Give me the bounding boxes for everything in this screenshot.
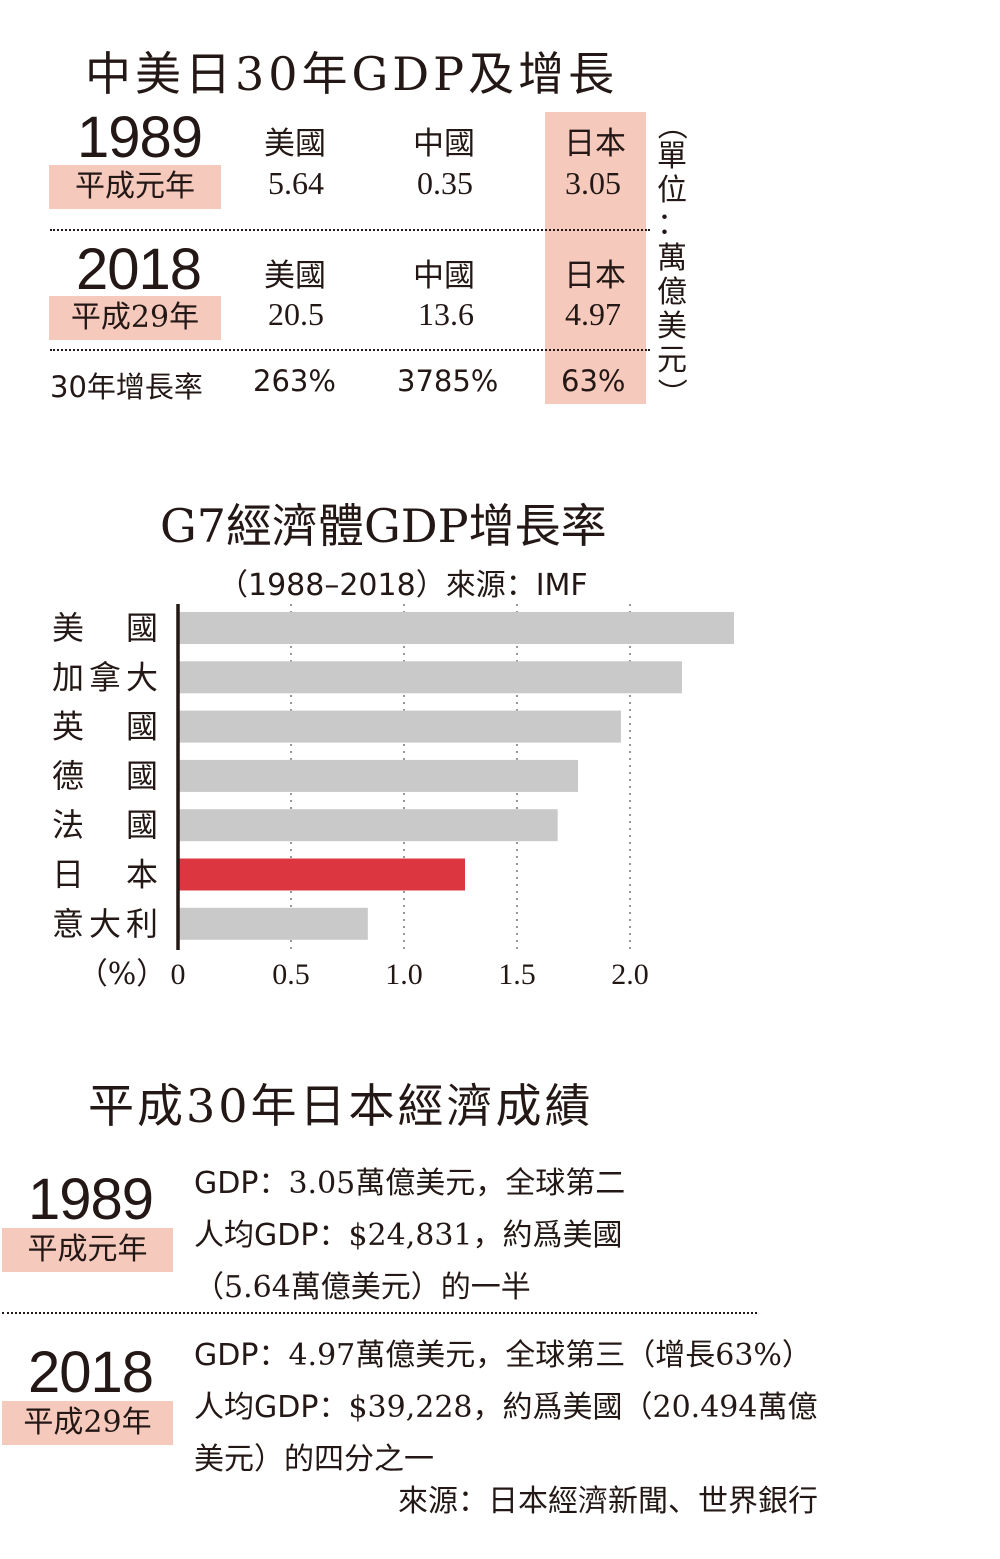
entry-label: 人均GDP： (194, 1390, 349, 1425)
chart-subtitle: （1988–2018）來源：IMF (218, 568, 588, 603)
category-label: 德 國 (52, 757, 158, 795)
entry-line: 人均GDP：$39,228，約爲美國（20.494萬億 (194, 1382, 817, 1426)
entry-text: 美元）的四分之一 (194, 1442, 434, 1477)
category-label: 法 國 (52, 806, 158, 844)
bar-4 (178, 809, 558, 842)
value-us-1989: 5.64 (268, 165, 324, 201)
country-china: 中國 (413, 258, 475, 294)
unit-char: 位 (657, 173, 687, 208)
entry-text: $24,831，約爲美國 (348, 1218, 623, 1253)
unit-char: 萬 (657, 241, 687, 276)
divider (50, 349, 650, 351)
entry-line: GDP：4.97萬億美元，全球第三（增長63%） (194, 1330, 812, 1374)
bar-2 (178, 710, 621, 743)
category-label: 日 本 (52, 856, 158, 894)
bar-3 (178, 759, 579, 792)
x-tick-label: 1.0 (385, 958, 423, 991)
category-label: 加拿大 (52, 658, 158, 696)
x-axis-label: （%） (78, 957, 167, 992)
unit-char: 美 (657, 309, 687, 344)
unit-label: （ 單 位 ： 萬 億 美 元 ） (652, 110, 692, 408)
section1-title: 中美日30年GDP及增長 (85, 47, 619, 101)
value-china-1989: 0.35 (417, 165, 473, 201)
value-china-2018: 13.6 (418, 296, 474, 332)
unit-char: 單 (657, 139, 687, 174)
entry-line: 人均GDP：$24,831，約爲美國 (194, 1210, 623, 1254)
unit-char: ） (653, 378, 688, 408)
x-tick-label: 0.5 (272, 958, 310, 991)
entry-label: GDP： (194, 1338, 289, 1373)
unit-char: （ (653, 110, 688, 140)
x-tick-label: 1.5 (498, 958, 536, 991)
divider (50, 229, 650, 231)
source-note: 來源：日本經濟新聞、世界銀行 (398, 1484, 818, 1519)
section3-title: 平成30年日本經濟成績 (88, 1079, 594, 1133)
era-label-2018: 平成29年 (2, 1401, 173, 1445)
year-2018: 2018 (76, 237, 202, 302)
bar-0 (178, 612, 734, 644)
x-tick-label: 2.0 (611, 958, 649, 991)
unit-char: 億 (657, 275, 687, 310)
value-japan-2018: 4.97 (565, 296, 621, 332)
entry-text: （5.64萬億美元）的一半 (194, 1270, 531, 1305)
growth-japan: 63% (561, 364, 626, 398)
country-japan: 日本 (564, 258, 626, 294)
year-1989: 1989 (28, 1167, 154, 1232)
bar-1 (178, 661, 682, 694)
chart-title: G7經濟體GDP增長率 (160, 499, 607, 553)
category-label: 英 國 (52, 708, 158, 746)
entry-text: 4.97萬億美元，全球第三（增長63%） (288, 1338, 812, 1373)
year-2018: 2018 (28, 1340, 154, 1405)
value-us-2018: 20.5 (268, 296, 324, 332)
country-japan: 日本 (564, 126, 626, 162)
unit-char: 元 (657, 343, 687, 378)
entry-label: GDP： (194, 1166, 289, 1201)
unit-char: ： (657, 207, 687, 242)
divider (2, 1312, 757, 1314)
growth-label: 30年增長率 (50, 370, 203, 404)
country-china: 中國 (413, 126, 475, 162)
country-us: 美國 (264, 258, 326, 294)
category-label: 意大利 (52, 905, 158, 943)
growth-us: 263% (253, 364, 336, 398)
growth-china: 3785% (397, 364, 499, 398)
x-tick-label: 0 (171, 958, 186, 991)
entry-text: $39,228，約爲美國（20.494萬億 (348, 1390, 818, 1425)
entry-text: 3.05萬億美元，全球第二 (288, 1166, 626, 1201)
country-us: 美國 (264, 126, 326, 162)
bar-6 (178, 907, 368, 940)
entry-label: 人均GDP： (194, 1218, 349, 1253)
entry-line: GDP：3.05萬億美元，全球第二 (194, 1158, 625, 1202)
year-1989: 1989 (77, 105, 203, 170)
era-label-1989: 平成元年 (2, 1228, 173, 1272)
entry-line: 美元）的四分之一 (194, 1434, 434, 1478)
japan-column-highlight (545, 112, 646, 404)
bar-5 (178, 858, 466, 891)
era-label-2018: 平成29年 (49, 296, 221, 340)
era-label-1989: 平成元年 (49, 165, 221, 209)
category-label: 美 國 (52, 609, 158, 647)
value-japan-1989: 3.05 (565, 165, 621, 201)
entry-line: （5.64萬億美元）的一半 (194, 1262, 531, 1306)
